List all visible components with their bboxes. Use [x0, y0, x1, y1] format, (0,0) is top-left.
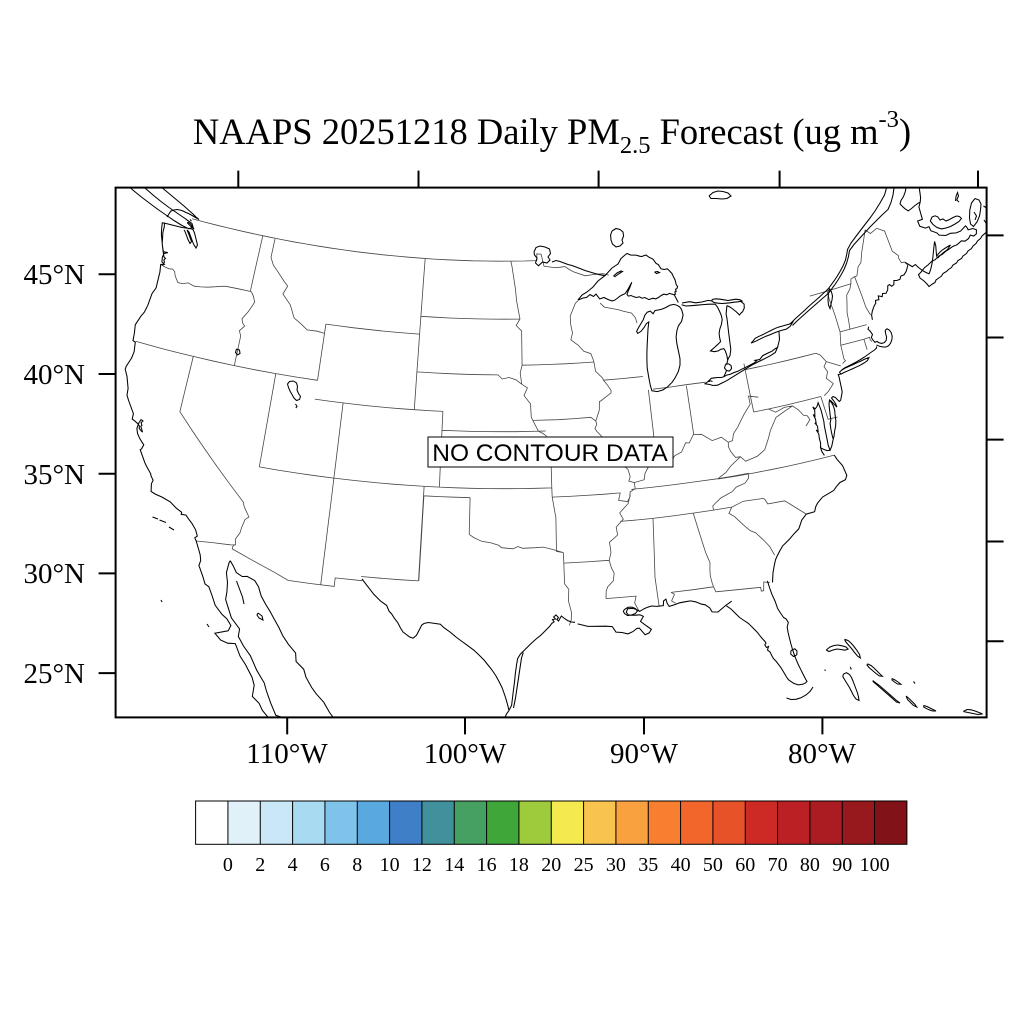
- svg-text:40: 40: [671, 854, 691, 876]
- svg-text:50: 50: [703, 854, 723, 876]
- svg-text:100°W: 100°W: [424, 738, 507, 770]
- svg-text:90: 90: [832, 854, 852, 876]
- svg-text:20: 20: [541, 854, 561, 876]
- svg-text:80: 80: [800, 854, 820, 876]
- svg-text:18: 18: [509, 854, 529, 876]
- svg-text:12: 12: [412, 854, 432, 876]
- svg-text:25: 25: [574, 854, 594, 876]
- svg-text:100: 100: [860, 854, 890, 876]
- svg-text:0: 0: [223, 854, 233, 876]
- svg-text:35°N: 35°N: [23, 459, 85, 491]
- svg-text:35: 35: [638, 854, 658, 876]
- svg-text:40°N: 40°N: [23, 359, 85, 391]
- svg-text:60: 60: [735, 854, 755, 876]
- svg-text:4: 4: [288, 854, 298, 876]
- svg-text:16: 16: [477, 854, 497, 876]
- svg-text:14: 14: [444, 854, 464, 876]
- svg-text:30°N: 30°N: [23, 558, 85, 590]
- svg-text:70: 70: [768, 854, 788, 876]
- svg-text:NAAPS 20251218 Daily PM2.5 For: NAAPS 20251218 Daily PM2.5 Forecast (ug …: [193, 106, 911, 159]
- svg-text:25°N: 25°N: [23, 658, 85, 690]
- svg-text:NO CONTOUR DATA: NO CONTOUR DATA: [432, 440, 668, 467]
- svg-text:2: 2: [255, 854, 265, 876]
- svg-text:30: 30: [606, 854, 626, 876]
- svg-text:10: 10: [380, 854, 400, 876]
- svg-text:8: 8: [352, 854, 362, 876]
- svg-text:45°N: 45°N: [23, 259, 85, 291]
- svg-text:80°W: 80°W: [788, 738, 857, 770]
- svg-text:6: 6: [320, 854, 330, 876]
- svg-text:110°W: 110°W: [246, 738, 328, 770]
- svg-text:90°W: 90°W: [610, 738, 679, 770]
